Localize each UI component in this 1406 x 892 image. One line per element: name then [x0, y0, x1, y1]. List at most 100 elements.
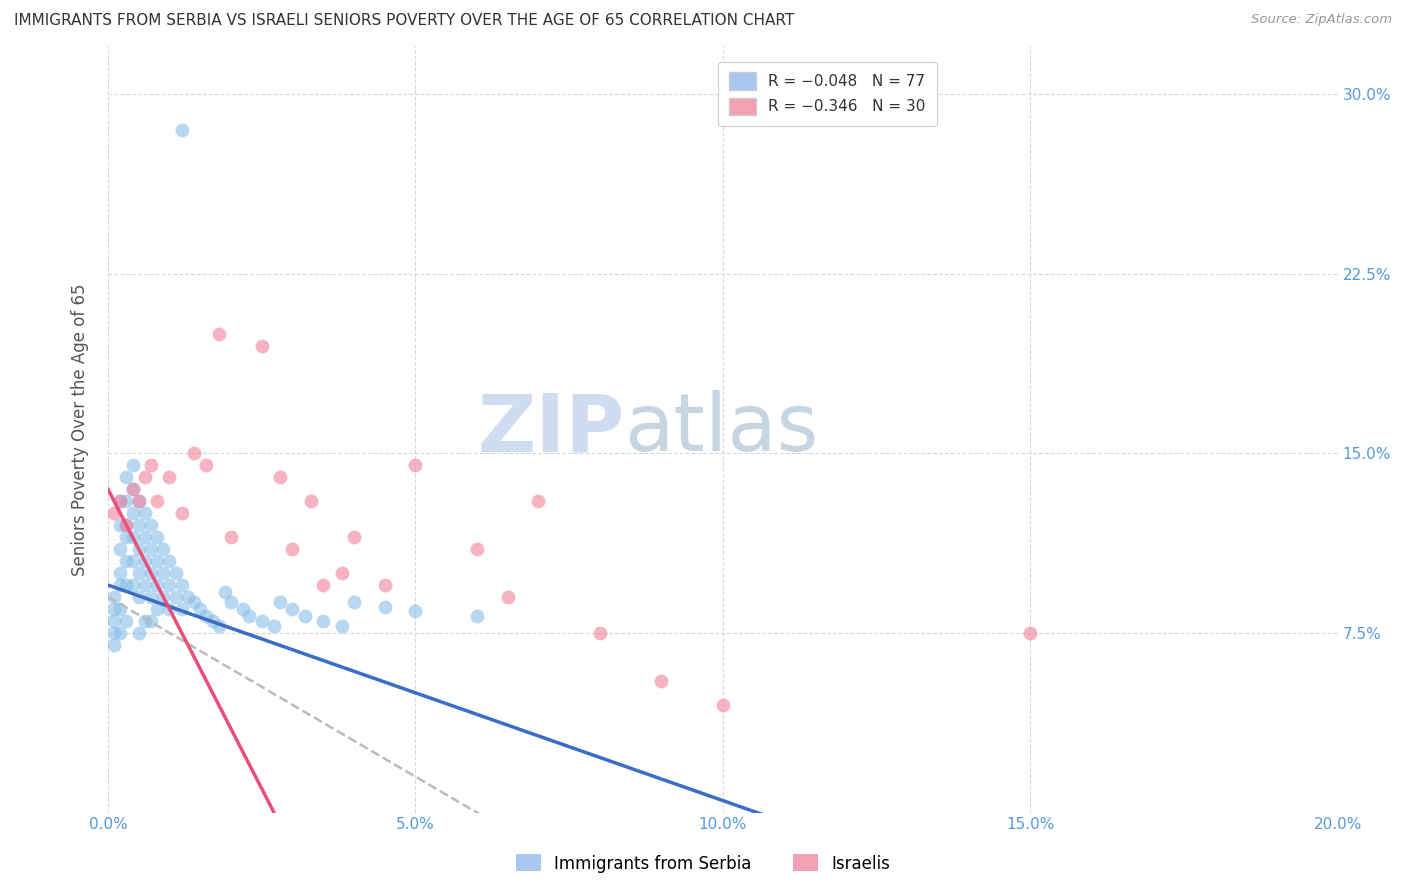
Point	[208, 619, 231, 633]
Point	[250, 614, 273, 628]
Point	[139, 542, 162, 557]
Point	[165, 590, 187, 604]
Point	[139, 458, 162, 473]
Point	[269, 595, 291, 609]
Point	[299, 494, 322, 508]
Point	[115, 578, 138, 592]
Y-axis label: Seniors Poverty Over the Age of 65: Seniors Poverty Over the Age of 65	[72, 283, 89, 575]
Point	[134, 578, 156, 592]
Point	[343, 595, 366, 609]
Point	[250, 338, 273, 352]
Legend: R = −0.048   N = 77, R = −0.346   N = 30: R = −0.048 N = 77, R = −0.346 N = 30	[718, 62, 936, 126]
Point	[134, 470, 156, 484]
Point	[128, 494, 150, 508]
Point	[121, 458, 143, 473]
Point	[343, 530, 366, 544]
Point	[110, 542, 132, 557]
Point	[128, 494, 150, 508]
Point	[139, 518, 162, 533]
Point	[110, 626, 132, 640]
Point	[312, 614, 335, 628]
Point	[312, 578, 335, 592]
Point	[121, 554, 143, 568]
Point	[1019, 626, 1042, 640]
Legend: Immigrants from Serbia, Israelis: Immigrants from Serbia, Israelis	[509, 847, 897, 880]
Point	[159, 554, 181, 568]
Point	[139, 614, 162, 628]
Point	[404, 458, 426, 473]
Point	[110, 518, 132, 533]
Point	[128, 542, 150, 557]
Point	[146, 494, 169, 508]
Point	[152, 542, 174, 557]
Point	[208, 326, 231, 341]
Text: Source: ZipAtlas.com: Source: ZipAtlas.com	[1251, 13, 1392, 27]
Point	[110, 494, 132, 508]
Point	[159, 578, 181, 592]
Point	[374, 578, 396, 592]
Point	[103, 602, 125, 616]
Point	[183, 446, 205, 460]
Point	[589, 626, 612, 640]
Point	[121, 482, 143, 496]
Point	[269, 470, 291, 484]
Point	[294, 609, 316, 624]
Point	[238, 609, 260, 624]
Point	[183, 595, 205, 609]
Point	[146, 554, 169, 568]
Point	[165, 566, 187, 580]
Point	[103, 638, 125, 652]
Point	[232, 602, 254, 616]
Point	[195, 609, 218, 624]
Point	[115, 518, 138, 533]
Point	[214, 585, 236, 599]
Point	[159, 602, 181, 616]
Point	[115, 494, 138, 508]
Point	[110, 578, 132, 592]
Point	[134, 554, 156, 568]
Point	[110, 602, 132, 616]
Point	[152, 566, 174, 580]
Point	[115, 518, 138, 533]
Point	[404, 604, 426, 618]
Point	[115, 614, 138, 628]
Point	[115, 470, 138, 484]
Point	[134, 506, 156, 520]
Point	[330, 566, 353, 580]
Point	[496, 590, 519, 604]
Point	[170, 578, 193, 592]
Point	[110, 566, 132, 580]
Point	[121, 506, 143, 520]
Point	[115, 554, 138, 568]
Point	[152, 590, 174, 604]
Point	[139, 590, 162, 604]
Point	[134, 530, 156, 544]
Text: IMMIGRANTS FROM SERBIA VS ISRAELI SENIORS POVERTY OVER THE AGE OF 65 CORRELATION: IMMIGRANTS FROM SERBIA VS ISRAELI SENIOR…	[14, 13, 794, 29]
Point	[103, 506, 125, 520]
Point	[650, 673, 672, 688]
Point	[465, 609, 488, 624]
Point	[465, 542, 488, 557]
Point	[139, 566, 162, 580]
Point	[121, 578, 143, 592]
Point	[188, 602, 211, 616]
Point	[170, 506, 193, 520]
Point	[281, 542, 304, 557]
Point	[177, 590, 200, 604]
Point	[128, 590, 150, 604]
Point	[128, 518, 150, 533]
Point	[103, 626, 125, 640]
Point	[330, 619, 353, 633]
Point	[195, 458, 218, 473]
Point	[121, 482, 143, 496]
Point	[263, 619, 285, 633]
Point	[134, 614, 156, 628]
Point	[146, 602, 169, 616]
Point	[159, 470, 181, 484]
Point	[110, 494, 132, 508]
Point	[103, 590, 125, 604]
Point	[170, 602, 193, 616]
Point	[128, 626, 150, 640]
Point	[121, 530, 143, 544]
Point	[374, 599, 396, 614]
